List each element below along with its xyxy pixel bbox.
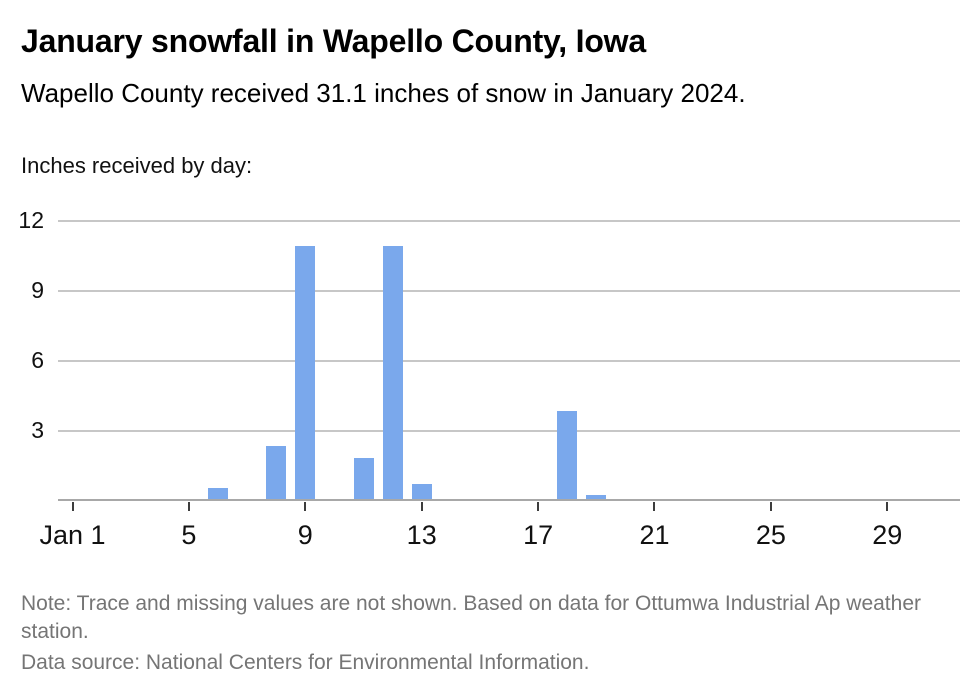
x-axis-tick-1	[71, 502, 74, 511]
y-axis-label-3: 3	[31, 417, 44, 443]
y-gridline-3	[58, 430, 960, 432]
y-gridline-6	[58, 360, 960, 362]
y-axis-label-6: 6	[31, 347, 44, 373]
y-axis-label-9: 9	[31, 277, 44, 303]
x-axis-label-9: 9	[297, 520, 313, 550]
bar-day-8	[266, 446, 287, 500]
bar-day-13	[411, 483, 432, 500]
x-axis-label-13: 13	[406, 520, 437, 550]
x-axis-tick-17	[537, 502, 540, 511]
bar-day-6	[208, 488, 229, 500]
x-axis-tick-21	[653, 502, 656, 511]
y-gridline-12	[58, 220, 960, 222]
y-axis-label-12: 12	[18, 207, 44, 233]
x-axis-tick-13	[420, 502, 423, 511]
x-axis-tick-29	[886, 502, 889, 511]
x-axis-tick-9	[304, 502, 307, 511]
x-axis-label-1: Jan 1	[39, 520, 106, 550]
x-axis-label-5: 5	[181, 520, 197, 550]
bar-day-11	[353, 458, 374, 500]
bar-day-9	[295, 245, 316, 500]
chart-title: January snowfall in Wapello County, Iowa	[21, 23, 646, 59]
chart-subtitle: Wapello County received 31.1 inches of s…	[21, 78, 746, 108]
plot-area: 12 9 6 3 Jan 1 5 9 13 17 21 25 29	[18, 207, 960, 550]
y-gridline-9	[58, 290, 960, 292]
note-text: Note: Trace and missing values are not s…	[21, 592, 921, 643]
x-axis-tick-25	[769, 502, 772, 511]
x-axis-baseline	[58, 499, 960, 501]
bar-day-12	[382, 245, 403, 500]
data-source-text: Data source: National Centers for Enviro…	[21, 651, 590, 674]
x-axis-label-29: 29	[872, 520, 903, 550]
x-axis-label-17: 17	[523, 520, 554, 550]
x-axis-label-25: 25	[755, 520, 786, 550]
bar-day-18	[557, 411, 578, 500]
axis-unit-label: Inches received by day:	[21, 153, 253, 178]
x-axis-label-21: 21	[639, 520, 670, 550]
bar-day-19	[586, 495, 607, 500]
x-axis-tick-5	[187, 502, 190, 511]
